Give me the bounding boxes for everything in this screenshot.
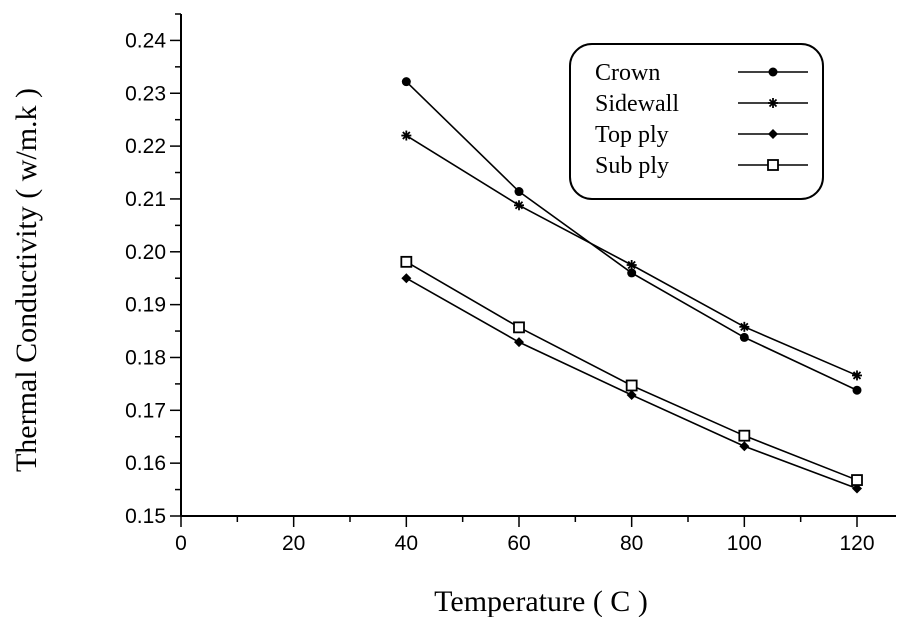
axis-ticks xyxy=(170,13,858,527)
x-tick-label: 40 xyxy=(395,532,418,555)
data-point-crown xyxy=(852,385,862,395)
x-tick-label: 120 xyxy=(839,532,874,555)
legend-label-crown: Crown xyxy=(595,60,660,86)
x-tick-label: 20 xyxy=(282,532,305,555)
series-markers xyxy=(400,77,863,494)
data-point-sidewall xyxy=(401,130,412,141)
y-tick-label: 0.19 xyxy=(125,294,166,317)
data-point-top-ply xyxy=(401,273,412,284)
legend-box xyxy=(569,43,824,200)
data-point-crown xyxy=(739,332,749,342)
legend-marker-crown xyxy=(768,67,778,77)
data-point-sidewall xyxy=(514,200,524,211)
legend-marker-sidewall xyxy=(768,98,778,108)
y-tick-label: 0.18 xyxy=(125,346,166,369)
y-tick-label: 0.20 xyxy=(125,241,166,264)
data-point-sidewall xyxy=(739,321,750,332)
data-point-top-ply xyxy=(626,389,637,400)
legend-marker-top-ply xyxy=(768,129,778,139)
y-tick-label: 0.22 xyxy=(125,135,166,158)
legend-marker-sub-ply xyxy=(767,159,779,171)
data-point-sub-ply xyxy=(625,379,638,392)
legend-items: Crown Sidewall Top ply Sub ply xyxy=(595,60,808,179)
data-point-crown xyxy=(401,77,411,87)
x-tick-label: 0 xyxy=(175,532,187,555)
x-tick-label: 80 xyxy=(620,532,643,555)
legend: Crown Sidewall Top ply Sub ply xyxy=(569,43,824,200)
series-line-sub-ply xyxy=(405,261,858,481)
data-point-top-ply xyxy=(739,441,750,452)
plot-area xyxy=(180,14,896,517)
data-point-sidewall xyxy=(626,260,637,270)
data-point-sub-ply xyxy=(513,321,525,334)
y-axis-title: Thermal Conductivity ( w/m.k ) xyxy=(10,88,43,472)
data-point-top-ply xyxy=(852,483,862,494)
y-tick-label: 0.23 xyxy=(125,82,166,105)
data-point-crown xyxy=(514,187,524,197)
y-tick-label: 0.16 xyxy=(125,452,166,475)
legend-label-sub-ply: Sub ply xyxy=(595,153,669,179)
legend-label-top-ply: Top ply xyxy=(595,122,669,148)
x-axis-title: Temperature ( C ) xyxy=(434,585,648,617)
legend-label-sidewall: Sidewall xyxy=(595,91,679,117)
y-tick-label: 0.21 xyxy=(125,188,166,211)
y-tick-label: 0.24 xyxy=(125,29,166,52)
data-point-top-ply xyxy=(514,337,524,348)
x-tick-label: 100 xyxy=(727,532,762,555)
tick-labels: 0 20 40 60 80 100 120 0.15 0.16 0.17 0.18 0.19 0.20 0… xyxy=(125,29,874,555)
y-tick-label: 0.15 xyxy=(125,505,166,528)
data-point-sub-ply xyxy=(851,474,863,486)
data-point-crown xyxy=(627,268,637,278)
data-point-sub-ply xyxy=(738,429,751,442)
x-tick-label: 60 xyxy=(507,532,530,555)
data-point-sidewall xyxy=(852,370,862,381)
data-point-sub-ply xyxy=(400,255,413,268)
y-tick-label: 0.17 xyxy=(125,399,166,422)
